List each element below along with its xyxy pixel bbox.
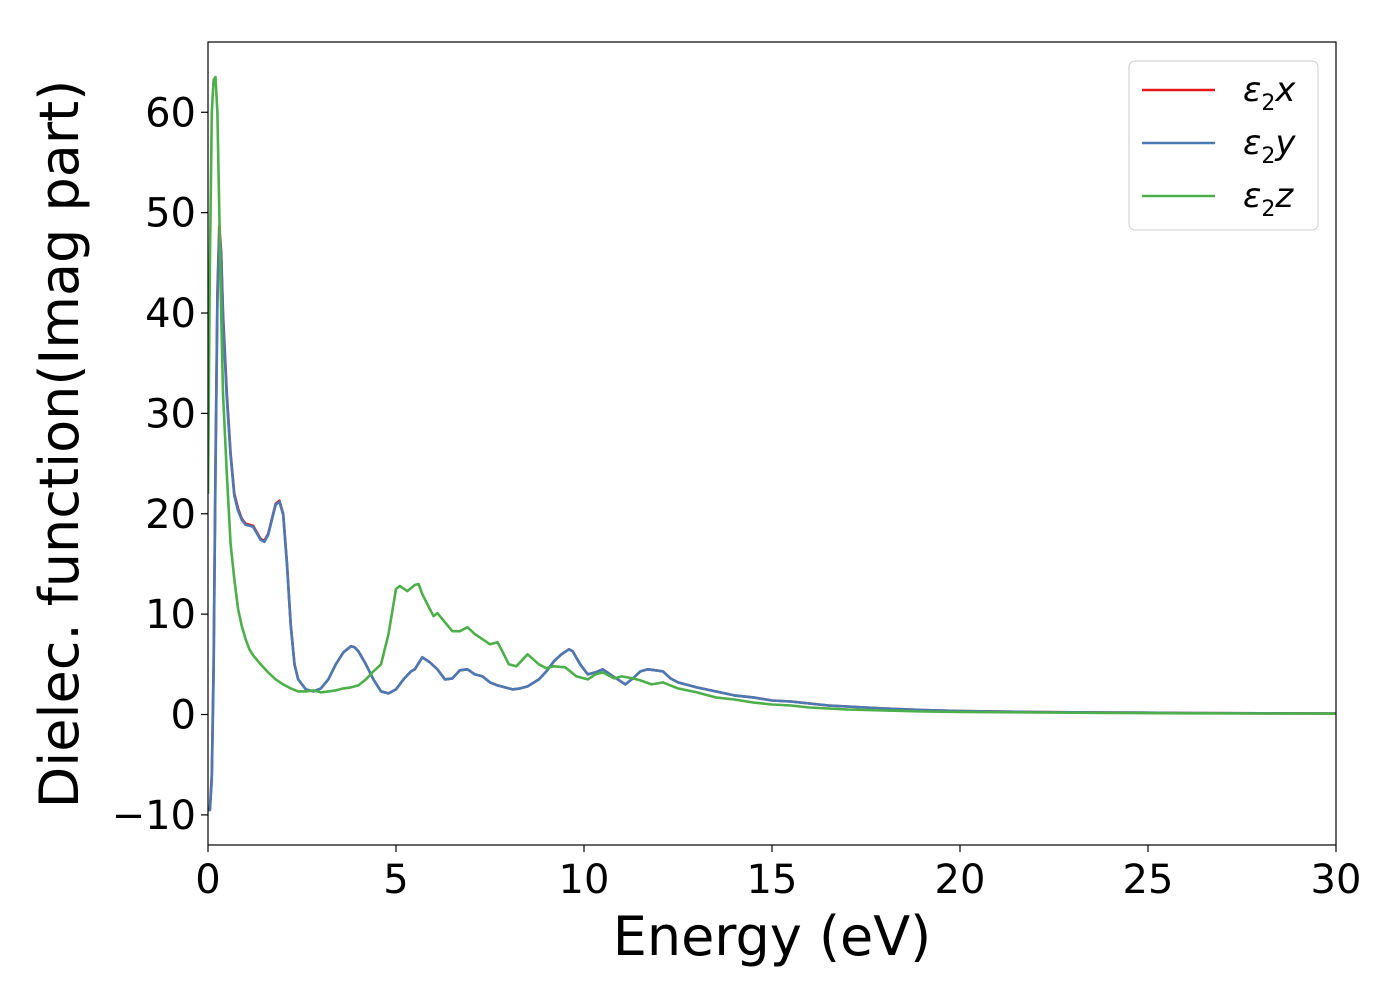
legend-label-x: ε2x — [1243, 70, 1296, 116]
y-tick-label: 30 — [145, 391, 196, 437]
legend: ε2x ε2y ε2z — [1128, 60, 1319, 231]
y-tick-label: 20 — [145, 492, 196, 538]
y-tick-label: 40 — [145, 291, 196, 337]
x-axis-title: Energy (eV) — [613, 905, 932, 968]
series-layer — [208, 75, 1336, 812]
y-tick-label: 10 — [145, 592, 196, 638]
x-tick-label: 0 — [195, 857, 220, 903]
y-tick-label: 60 — [145, 90, 196, 136]
x-tick-label: 25 — [1123, 857, 1174, 903]
legend-box — [1128, 60, 1319, 231]
legend-label-y: ε2y — [1243, 123, 1296, 169]
x-tick-label: 20 — [935, 857, 986, 903]
x-tick-label: 5 — [383, 857, 408, 903]
x-tick-label: 10 — [559, 857, 610, 903]
series-line-z — [208, 75, 1336, 715]
legend-label-z: ε2z — [1243, 176, 1294, 222]
y-axis-ticks: −10 0 10 20 30 40 50 60 — [112, 90, 208, 839]
x-tick-label: 15 — [747, 857, 798, 903]
y-tick-label: 0 — [171, 693, 196, 739]
y-tick-label: 50 — [145, 191, 196, 237]
x-tick-label: 30 — [1311, 857, 1362, 903]
x-axis-ticks: 0 5 10 15 20 25 30 — [195, 845, 1361, 903]
y-axis-title: Dielec. function(Imag part) — [28, 80, 91, 809]
y-tick-label: −10 — [112, 793, 196, 839]
series-line-y — [208, 229, 1336, 812]
